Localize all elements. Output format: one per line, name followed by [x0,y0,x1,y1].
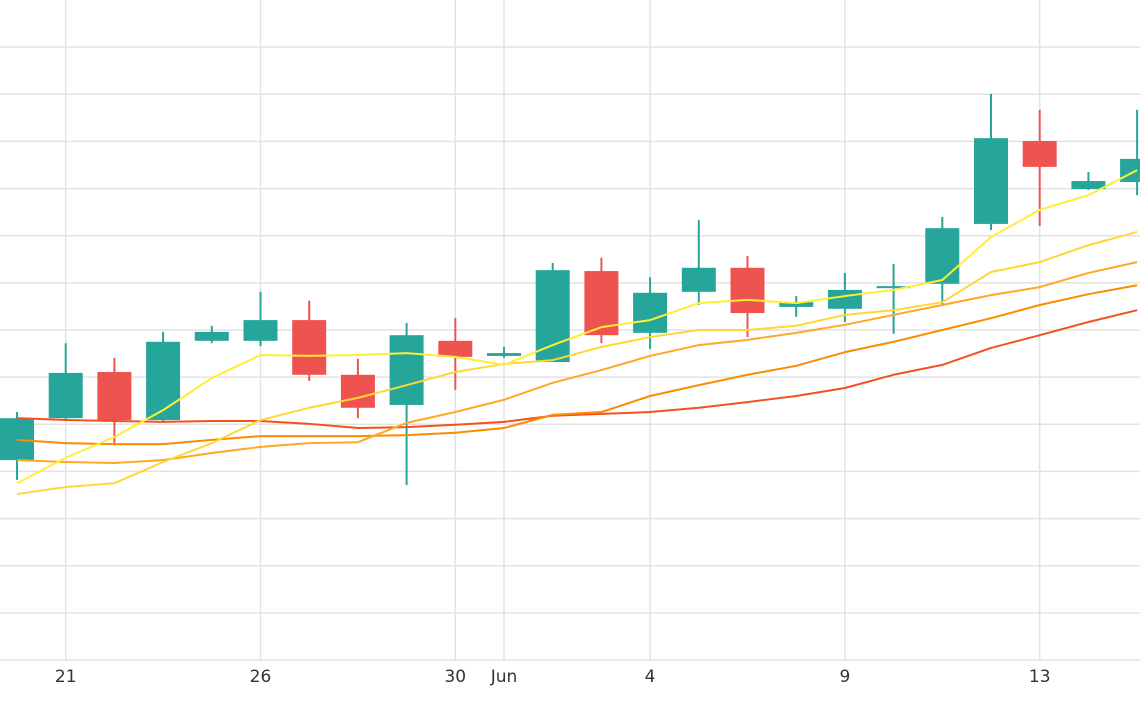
candle-body [827,289,862,309]
candle-body [535,270,570,363]
candle-body [292,320,327,375]
moving-average-line [16,169,1138,485]
candle-body [48,372,83,419]
candle-body [0,418,34,461]
x-tick-label: 21 [55,667,77,687]
candle-body [389,335,424,405]
moving-average-line [16,309,1138,430]
candle-body [340,374,375,408]
x-tick-label: 9 [839,667,850,687]
x-tick-label: 26 [250,667,272,687]
candle-body [974,138,1008,224]
candle-body [146,341,181,421]
candle-body [1071,181,1106,190]
x-tick-label: Jun [490,667,518,687]
candle-body [584,271,619,336]
candle-body [681,267,716,292]
moving-average-line [16,284,1138,446]
moving-average-line [16,230,1138,496]
moving-average-line [16,261,1138,464]
candle-body [97,371,132,421]
candle-body [243,320,278,341]
candle-body [487,353,521,356]
x-tick-label: 30 [444,667,466,687]
candle-body [779,302,814,307]
candle-body [438,340,473,357]
x-tick-label: 13 [1029,667,1051,687]
candle-body [1022,140,1057,167]
candle-body [194,331,229,341]
candle-body [876,286,911,289]
x-tick-label: 4 [645,667,656,687]
candle-body [730,267,765,314]
candle-body [925,228,960,284]
candle-body [633,292,668,333]
